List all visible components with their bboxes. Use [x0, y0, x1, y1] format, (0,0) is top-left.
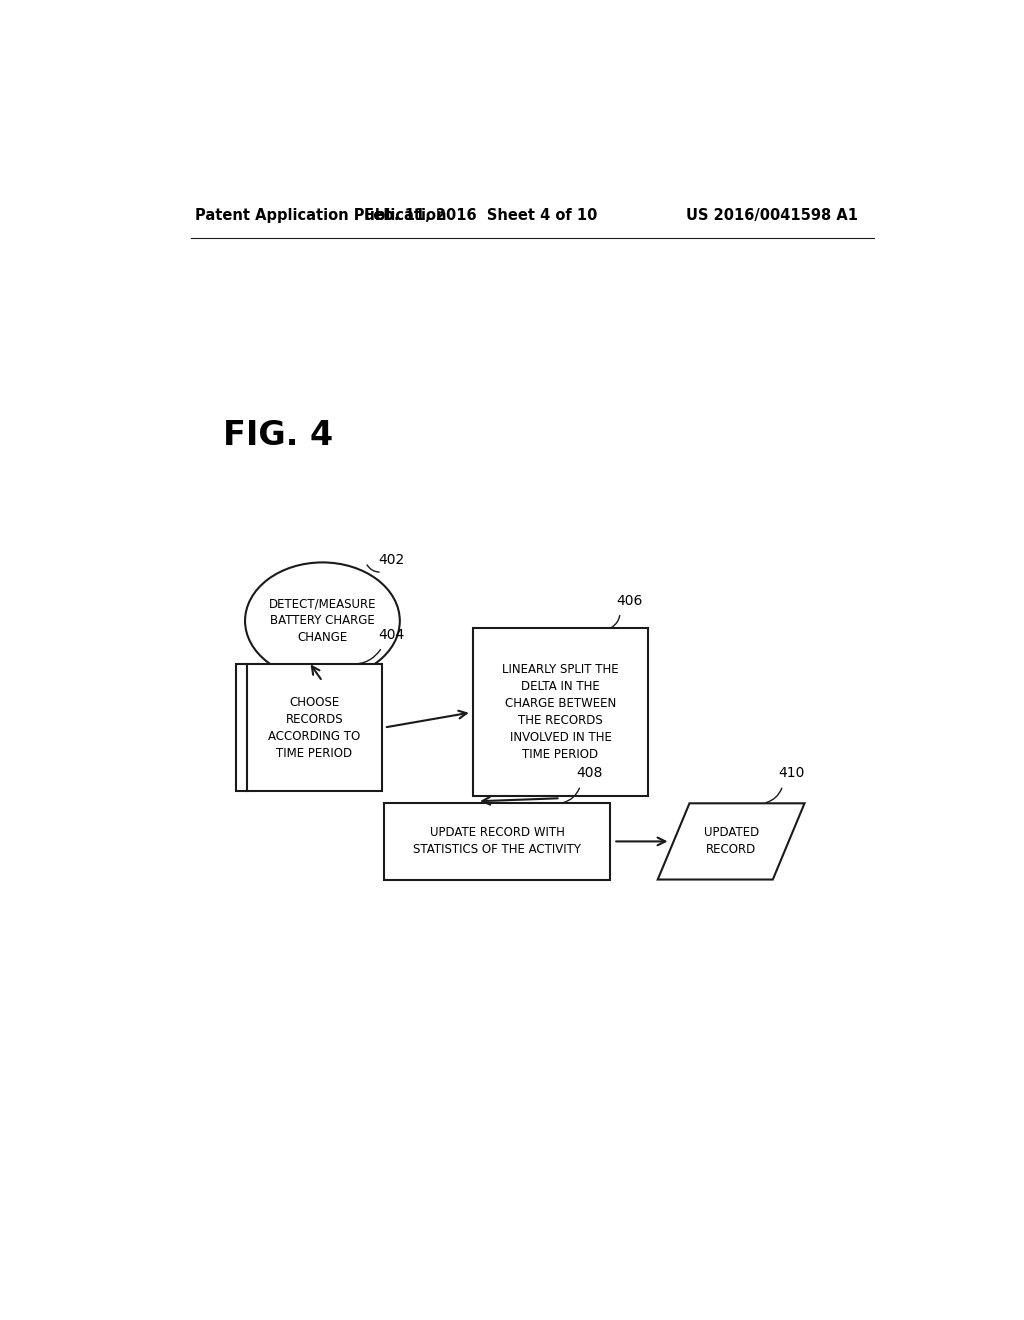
Text: 408: 408 — [577, 767, 603, 780]
Ellipse shape — [245, 562, 399, 680]
Text: 404: 404 — [378, 628, 404, 643]
Text: 402: 402 — [378, 553, 404, 568]
Bar — [473, 628, 648, 796]
Text: LINEARLY SPLIT THE
DELTA IN THE
CHARGE BETWEEN
THE RECORDS
INVOLVED IN THE
TIME : LINEARLY SPLIT THE DELTA IN THE CHARGE B… — [502, 664, 618, 762]
Text: Feb. 11, 2016  Sheet 4 of 10: Feb. 11, 2016 Sheet 4 of 10 — [365, 209, 598, 223]
Text: UPDATED
RECORD: UPDATED RECORD — [703, 826, 759, 857]
Text: FIG. 4: FIG. 4 — [223, 420, 334, 453]
Text: Patent Application Publication: Patent Application Publication — [196, 209, 446, 223]
Text: CHOOSE
RECORDS
ACCORDING TO
TIME PERIOD: CHOOSE RECORDS ACCORDING TO TIME PERIOD — [268, 696, 360, 759]
Text: US 2016/0041598 A1: US 2016/0041598 A1 — [686, 209, 858, 223]
Bar — [384, 804, 610, 879]
Text: 410: 410 — [778, 767, 805, 780]
Bar — [236, 664, 382, 791]
Text: UPDATE RECORD WITH
STATISTICS OF THE ACTIVITY: UPDATE RECORD WITH STATISTICS OF THE ACT… — [413, 826, 581, 857]
Polygon shape — [657, 804, 805, 879]
Text: DETECT/MEASURE
BATTERY CHARGE
CHANGE: DETECT/MEASURE BATTERY CHARGE CHANGE — [268, 598, 376, 644]
Text: 406: 406 — [616, 594, 642, 607]
